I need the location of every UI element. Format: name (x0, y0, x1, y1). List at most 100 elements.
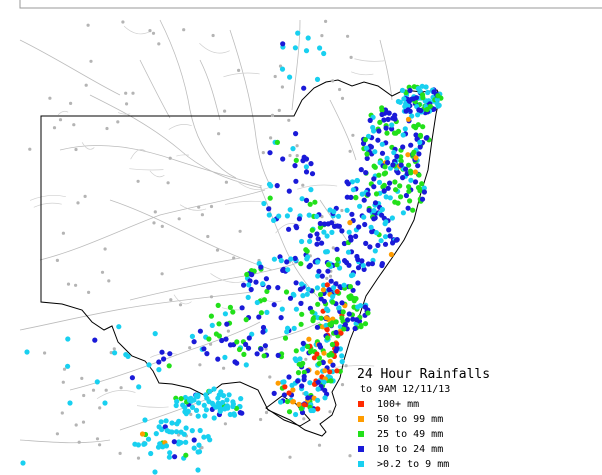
station-25-49 (362, 321, 369, 327)
river-line (173, 294, 192, 305)
river-line (81, 142, 95, 150)
dry-station (160, 224, 164, 228)
station-25-49 (261, 353, 267, 359)
dry-station (55, 258, 60, 262)
station-0-2-9 (216, 392, 222, 398)
dry-station (268, 375, 272, 379)
station-0-2-9 (222, 354, 228, 360)
station-0-2-9 (155, 444, 162, 450)
dry-station (48, 96, 52, 100)
station-0-2-9 (169, 420, 175, 426)
dry-station (346, 34, 350, 38)
station-0-2-9 (299, 196, 305, 202)
station-0-2-9 (156, 424, 162, 430)
station-10-24 (385, 185, 391, 191)
river-line (119, 397, 211, 431)
river-line (168, 124, 192, 130)
station-10-24 (353, 233, 359, 239)
station-0-2-9 (415, 112, 421, 118)
station-10-24 (253, 279, 259, 285)
station-0-2-9 (357, 203, 363, 209)
station-25-49 (307, 349, 313, 355)
station-25-49 (365, 310, 371, 316)
station-10-24 (295, 378, 301, 384)
dry-station (182, 28, 186, 32)
station-0-2-9 (65, 363, 71, 369)
station-0-2-9 (183, 439, 189, 445)
station-0-2-9 (290, 146, 296, 152)
station-10-24 (418, 108, 424, 114)
dry-station (328, 274, 333, 278)
dry-station (82, 393, 86, 398)
station-10-24 (292, 255, 298, 261)
station-0-2-9 (324, 249, 330, 255)
station-0-2-9 (222, 311, 228, 317)
station-10-24 (215, 356, 221, 362)
map-legend: 24 Hour Rainfalls to 9AM 12/11/13 100+ m… (357, 367, 490, 470)
station-0-2-9 (183, 425, 189, 431)
station-10-24 (129, 375, 135, 381)
station-10-24 (358, 167, 364, 173)
station-0-2-9 (153, 431, 159, 437)
dry-station (98, 406, 102, 410)
station-25-49 (286, 409, 293, 415)
station-25-49 (330, 299, 336, 305)
station-25-49 (298, 406, 304, 412)
station-0-2-9 (196, 442, 202, 448)
station-0-2-9 (249, 331, 255, 337)
river-line (130, 149, 147, 160)
dry-station (301, 183, 305, 187)
dry-station (277, 108, 281, 112)
station-0-2-9 (116, 324, 122, 330)
station-0-2-9 (271, 256, 277, 262)
station-10-24 (413, 95, 420, 101)
station-10-24 (260, 324, 267, 331)
station-0-2-9 (284, 329, 290, 335)
dry-station (287, 118, 291, 122)
station-0-2-9 (182, 405, 188, 411)
station-25-49 (435, 93, 441, 99)
station-10-24 (385, 160, 391, 166)
station-10-24 (331, 223, 338, 229)
station-10-24 (286, 226, 292, 232)
dry-station (197, 205, 201, 209)
station-0-2-9 (141, 441, 147, 447)
dry-station (69, 101, 73, 105)
station-50-99 (322, 368, 328, 374)
dry-station (89, 59, 93, 63)
station-10-24 (320, 359, 326, 366)
station-10-24 (315, 379, 321, 385)
station-10-24 (385, 116, 391, 122)
station-10-24 (336, 223, 342, 229)
station-25-49 (216, 333, 222, 339)
station-0-2-9 (164, 428, 170, 434)
station-0-2-9 (364, 145, 370, 151)
station-25-49 (329, 352, 335, 358)
station-25-49 (417, 132, 424, 138)
station-0-2-9 (211, 415, 217, 421)
dry-station (351, 133, 355, 137)
station-0-2-9 (379, 141, 385, 147)
legend-label: 100+ mm (377, 399, 419, 410)
dry-station (198, 363, 202, 367)
station-0-2-9 (401, 96, 407, 102)
dry-station (340, 383, 345, 387)
station-0-2-9 (182, 409, 188, 415)
station-10-24 (223, 336, 229, 342)
station-0-2-9 (308, 187, 314, 193)
river-line (129, 261, 301, 301)
dry-station (177, 217, 181, 221)
station-25-49 (340, 309, 346, 315)
river-line (297, 184, 338, 190)
station-25-49 (333, 319, 339, 325)
station-0-2-9 (389, 122, 395, 128)
station-0-2-9 (260, 281, 266, 287)
station-25-49 (353, 195, 359, 201)
station-10-24 (403, 192, 409, 199)
station-10-24 (286, 188, 292, 194)
map-title: 24 Hour Rainfalls (357, 367, 490, 382)
station-10-24 (403, 166, 409, 172)
station-0-2-9 (293, 306, 299, 312)
dry-station (211, 33, 215, 38)
